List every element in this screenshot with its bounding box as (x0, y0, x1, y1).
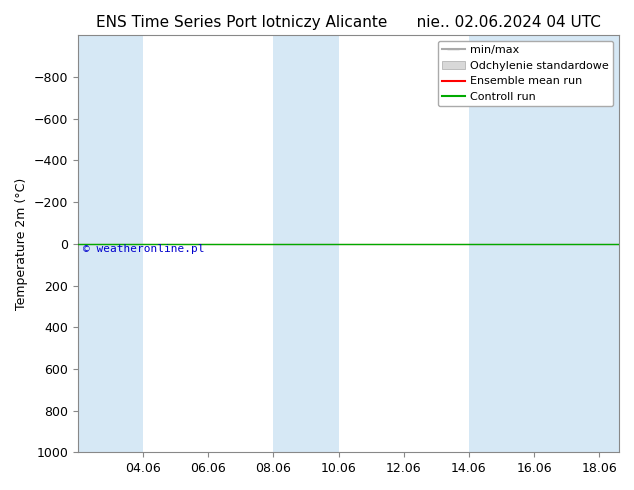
Bar (469, 35, 619, 452)
Y-axis label: Temperature 2m (°C): Temperature 2m (°C) (15, 178, 28, 310)
Title: ENS Time Series Port lotniczy Alicante      nie.. 02.06.2024 04 UTC: ENS Time Series Port lotniczy Alicante n… (96, 15, 601, 30)
Bar (78, 35, 143, 452)
Legend: min/max, Odchylenie standardowe, Ensemble mean run, Controll run: min/max, Odchylenie standardowe, Ensembl… (438, 41, 613, 106)
Text: © weatheronline.pl: © weatheronline.pl (82, 244, 204, 254)
Bar (273, 35, 339, 452)
